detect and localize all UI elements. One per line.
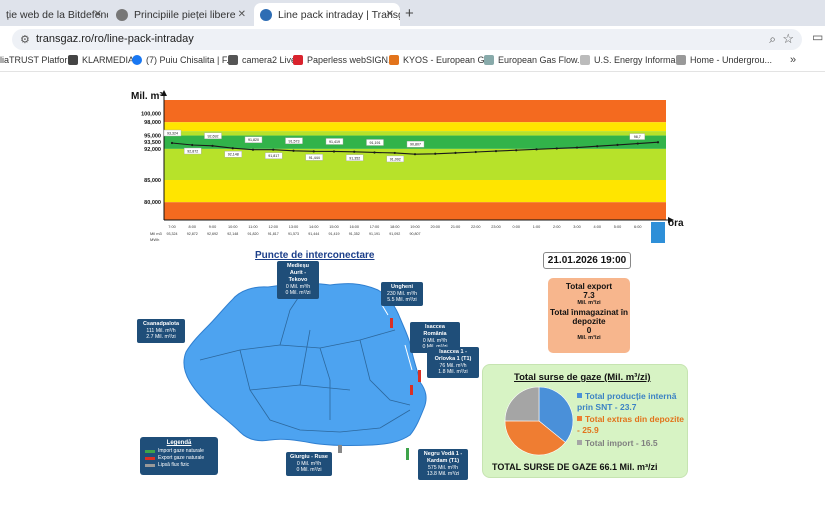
bookmark-star-icon[interactable]: ☆ <box>782 31 794 46</box>
export-value: 7.3 <box>583 291 595 300</box>
source-storage: Total extras din depozite - 25.9 <box>577 414 685 436</box>
extensions-icon[interactable]: ▭ <box>812 30 824 44</box>
document-icon <box>676 55 686 65</box>
tab-bar: ție web de la Bitdefender ✕ Principiile … <box>0 0 825 26</box>
tab-bitdefender[interactable]: ție web de la Bitdefender ✕ <box>0 3 108 26</box>
storage-label: Total înmagazinat în depozite <box>549 308 629 326</box>
facebook-icon <box>132 55 142 65</box>
bookmark-item[interactable]: U.S. Energy Informa... <box>580 55 683 65</box>
bookmark-item[interactable]: Home - Undergrou... <box>676 55 772 65</box>
transgaz-icon <box>260 8 272 21</box>
eia-icon <box>580 55 590 65</box>
pie-slice <box>538 386 574 443</box>
camera-icon <box>228 55 238 65</box>
point-negru-voda: Negru Vodă 1 - Kardam (T1) 575 Mil. m³/h… <box>418 449 468 480</box>
klarmedia-icon <box>68 55 78 65</box>
new-tab-button[interactable]: + <box>405 5 414 22</box>
zoom-icon[interactable]: ⌕ <box>769 32 776 46</box>
bookmark-item[interactable]: European Gas Flow... <box>484 55 585 65</box>
chart-y-title: Mil. m³ <box>131 91 163 102</box>
close-icon[interactable]: ✕ <box>93 9 102 20</box>
export-label: Total export <box>565 282 613 291</box>
tab-title: ție web de la Bitdefender <box>6 8 108 21</box>
point-csanadpalota: Csanadpalota 111 Mil. m³/h 2.7 Mil. m³/z… <box>137 319 185 343</box>
gasflow-icon <box>484 55 494 65</box>
sources-pie-chart <box>504 386 574 456</box>
source-production: Total producție internă prin SNT - 23.7 <box>577 391 677 413</box>
tab-title: Line pack intraday | Transgaz <box>278 8 400 21</box>
sources-total: TOTAL SURSE DE GAZE 66.1 Mil. m³/zi <box>492 462 658 472</box>
paperless-icon <box>293 55 303 65</box>
tab-transgaz[interactable]: Line pack intraday | Transgaz ✕ <box>254 3 400 26</box>
export-summary: Total export 7.3 Mil. m³/zi Total înmaga… <box>548 278 630 353</box>
tab-principii[interactable]: Principiile pieței libere ✕ <box>110 3 252 26</box>
legend-item: Lipsă flux fizic <box>145 462 213 468</box>
bookmark-item[interactable]: KLARMEDIA <box>68 55 134 65</box>
bookmark-item[interactable]: Paperless webSIGN... <box>293 55 396 65</box>
globe-icon <box>116 8 128 21</box>
point-giurgiu-ruse: Giurgiu - Ruse 0 Mil. m³/h 0 Mil. m³/zi <box>286 452 332 476</box>
point-medieșu-aurit: Medieșu Aurit - Tekovo 0 Mil. m³/h 0 Mil… <box>277 261 319 299</box>
legend-item: Export gaze naturale <box>145 455 213 461</box>
export-unit: Mil. m³/zi <box>577 300 601 306</box>
site-info-icon[interactable]: ⚙ <box>20 34 30 46</box>
url-text: transgaz.ro/ro/line-pack-intraday <box>36 33 194 45</box>
address-bar: ⚙ transgaz.ro/ro/line-pack-intraday ⌕ ☆ … <box>0 26 825 52</box>
close-icon[interactable]: ✕ <box>237 9 246 20</box>
gas-sources-panel: Total surse de gaze (Mil. m³/zi) Total p… <box>482 364 688 478</box>
storage-value: 0 <box>586 326 592 335</box>
point-isaccea-orlovka: Isaccea 1 - Orlovka 1 (T1) 76 Mil. m³/h … <box>427 347 479 378</box>
bookmark-item[interactable]: camera2 Live <box>228 55 296 65</box>
close-icon[interactable]: ✕ <box>385 9 394 20</box>
interconnection-title: Puncte de interconectare <box>255 250 375 261</box>
bookmarks-bar: liaTRUST Platform KLARMEDIA (7) Puiu Chi… <box>0 52 825 72</box>
kyos-icon <box>389 55 399 65</box>
bookmarks-more-button[interactable]: » <box>790 54 797 66</box>
pie-slice <box>504 386 540 422</box>
point-ungheni: Ungheni 230 Mil. m³/h 5.5 Mil. m³/zi <box>381 282 423 306</box>
bookmark-item[interactable]: liaTRUST Platform <box>0 55 75 65</box>
source-import: Total import - 16.5 <box>577 438 685 449</box>
legend-title: Legendă <box>166 440 192 446</box>
pie-slice <box>504 420 566 456</box>
storage-unit: Mil. m³/zi <box>577 335 601 341</box>
chart-x-title: ora <box>668 218 684 229</box>
bookmark-item[interactable]: KYOS - European G... <box>389 55 492 65</box>
legend-item: Import gaze naturale <box>145 448 213 454</box>
datetime-display: 21.01.2026 19:00 <box>543 252 631 269</box>
bookmark-item[interactable]: (7) Puiu Chisalita | F... <box>132 55 234 65</box>
map-legend: Legendă Import gaze naturale Export gaze… <box>140 437 218 475</box>
sources-title: Total surse de gaze (Mil. m³/zi) <box>514 372 651 383</box>
url-field[interactable]: ⚙ transgaz.ro/ro/line-pack-intraday ⌕ ☆ <box>12 29 802 50</box>
tab-title: Principiile pieței libere <box>134 8 236 21</box>
